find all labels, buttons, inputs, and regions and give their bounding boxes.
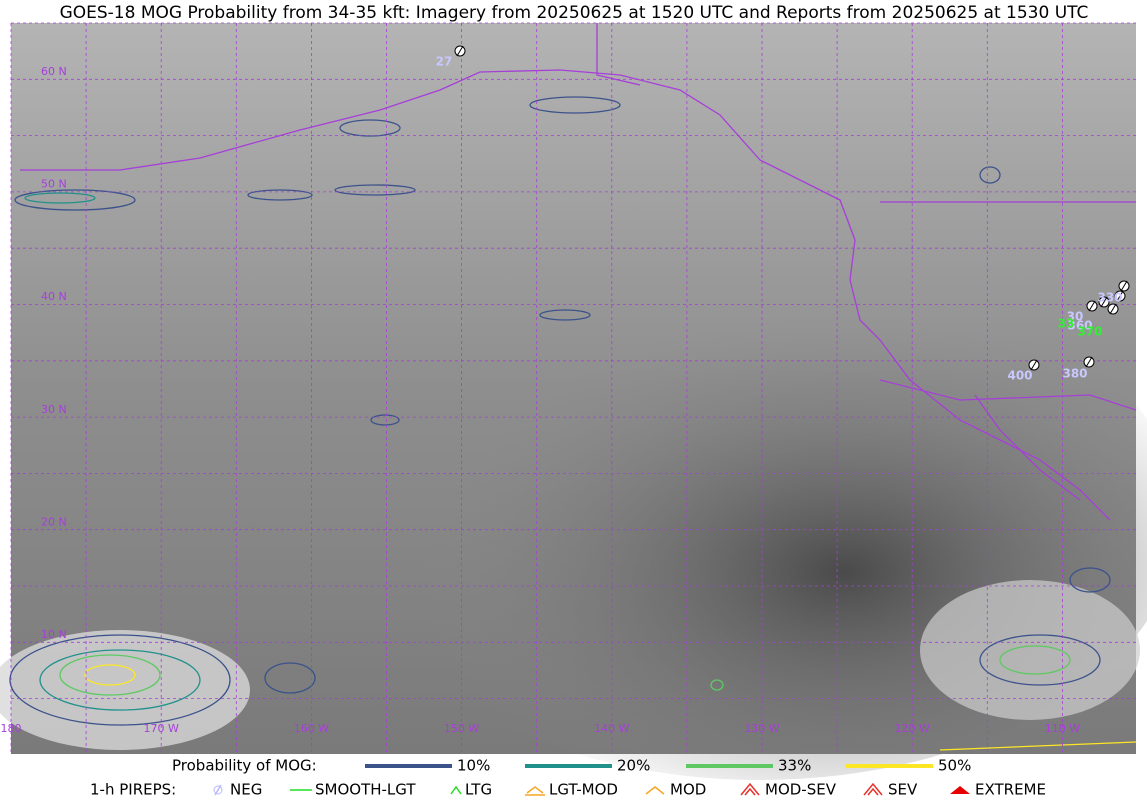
report-altitude: 400 <box>1007 369 1032 383</box>
pirep-item-label: LGT-MOD <box>549 781 618 799</box>
lon-label: 160 W <box>294 722 329 735</box>
legend: Probability of MOG: 1-h PIREPS: 10% 20% 33… <box>90 757 1046 799</box>
report-altitude: 360 <box>1067 319 1092 333</box>
graticule <box>10 22 1136 754</box>
pirep-icon <box>214 784 222 796</box>
cloud-region <box>920 580 1140 720</box>
pirep-item-label: MOD-SEV <box>765 781 837 799</box>
mog-item-label: 20% <box>617 757 650 775</box>
mog-item-label: 50% <box>938 757 971 775</box>
pirep-item-label: LTG <box>465 781 492 799</box>
lon-label: 180 <box>1 722 22 735</box>
neg-icon-slash <box>1116 290 1124 302</box>
pirep-legend-label: 1-h PIREPS: <box>90 781 176 799</box>
neg-icon-slash <box>1088 300 1096 312</box>
pirep-icon <box>950 786 970 794</box>
pirep-item-label: NEG <box>230 781 262 799</box>
lon-label: 140 W <box>594 722 629 735</box>
pirep-icon <box>213 785 223 795</box>
report-altitude: 30 <box>1067 310 1084 324</box>
border <box>879 379 1137 411</box>
border <box>596 23 641 86</box>
pirep-icon <box>645 786 665 795</box>
report-altitude: 27 <box>436 55 453 69</box>
pirep-icon <box>740 782 760 796</box>
report-altitude: 380 <box>1062 367 1087 381</box>
map-labels: 60 N 50 N 40 N 30 N 20 N 10 N 180 170 W 160 W 150… <box>1 65 1081 735</box>
pirep-icon <box>525 786 545 796</box>
map: 60 N 50 N 40 N 30 N 20 N 10 N 180 170 W 160 W 150… <box>0 22 1147 780</box>
lon-label: 120 W <box>895 722 930 735</box>
report-altitude: 33 <box>1058 317 1075 331</box>
lat-label: 10 N <box>41 628 67 641</box>
pirep-icon <box>863 782 883 796</box>
coastlines <box>20 23 1137 521</box>
mog-legend-label: Probability of MOG: <box>172 757 317 775</box>
mog-item-label: 33% <box>778 757 811 775</box>
lat-label: 20 N <box>41 515 67 528</box>
pirep-item-label: SEV <box>888 781 918 799</box>
neg-icon-slash <box>1109 303 1117 315</box>
pirep-item-label: MOD <box>670 781 706 799</box>
neg-icon-slash <box>1100 296 1108 308</box>
neg-icon-slash <box>1030 359 1038 371</box>
pirep-item-label: SMOOTH-LGT <box>315 781 416 799</box>
mog-item-label: 10% <box>457 757 490 775</box>
lon-label: 110 W <box>1045 722 1080 735</box>
pirep-icon <box>450 785 462 795</box>
lat-label: 60 N <box>41 65 67 78</box>
title: GOES-18 MOG Probability from 34-35 kft: … <box>60 3 1089 23</box>
neg-icon-slash <box>1120 280 1128 292</box>
lon-label: 170 W <box>144 722 179 735</box>
lat-label: 40 N <box>41 290 67 303</box>
coastline <box>20 69 1111 521</box>
report-altitude: 370 <box>1077 325 1102 339</box>
report-altitude: 330 <box>1097 291 1122 305</box>
pirep-item-label: EXTREME <box>975 781 1046 799</box>
neg-icon-slash <box>456 45 464 57</box>
cloud-region <box>0 630 250 750</box>
lat-label: 30 N <box>41 403 67 416</box>
coastline <box>974 394 1081 501</box>
lon-label: 130 W <box>744 722 779 735</box>
lat-label: 50 N <box>41 178 67 191</box>
neg-icon-slash <box>1085 356 1093 368</box>
lon-label: 150 W <box>444 722 479 735</box>
contours <box>9 96 1137 751</box>
